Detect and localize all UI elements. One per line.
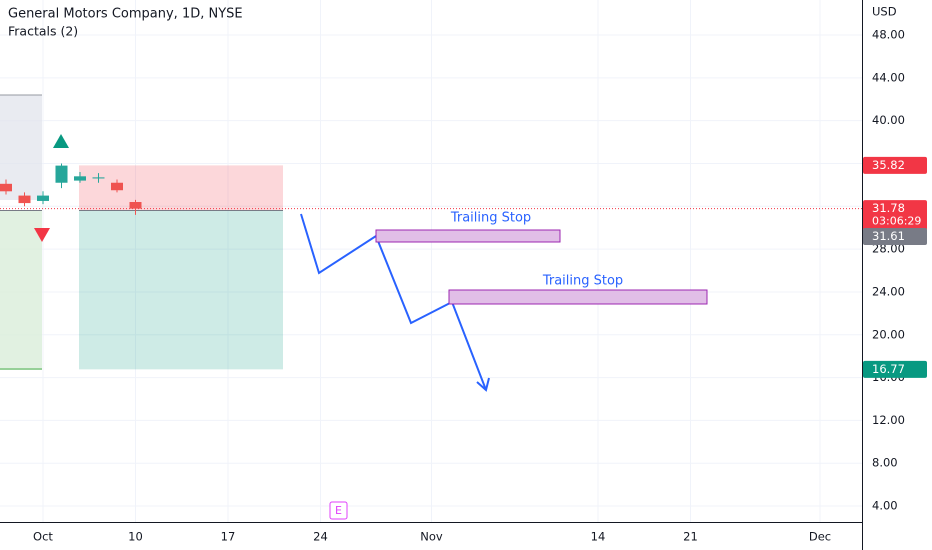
fractal-up <box>53 134 69 148</box>
position-tool <box>0 165 862 370</box>
annotation: Trailing Stop <box>542 274 623 289</box>
position-box-profit <box>0 210 42 370</box>
x-tick-label: 14 <box>591 530 606 544</box>
chart-title: General Motors Company, 1D, NYSE <box>8 7 243 22</box>
y-tick-label: 48.00 <box>872 28 905 42</box>
time-axis-bg <box>0 523 932 550</box>
x-tick-label: Nov <box>420 530 443 544</box>
price-label-bg <box>863 156 927 174</box>
event-marker[interactable]: E <box>335 504 342 517</box>
price-label: 16.77 <box>872 362 905 376</box>
position-box-neutral <box>0 95 42 200</box>
x-tick-label: 21 <box>683 530 698 544</box>
price-label: 31.61 <box>872 229 905 243</box>
fractal-down <box>34 228 50 242</box>
y-tick-label: 4.00 <box>872 499 898 513</box>
candle-body <box>111 182 123 191</box>
candle-body <box>129 202 142 209</box>
candles <box>0 163 142 215</box>
candle-body <box>55 165 68 183</box>
y-tick-label: 24.00 <box>872 284 905 298</box>
price-axis-bg <box>863 0 932 550</box>
x-tick-label: Dec <box>809 530 831 544</box>
trailing-stop-box <box>448 289 708 305</box>
position-stop-zone <box>79 165 283 211</box>
projection-path <box>300 213 487 391</box>
arrow-head <box>476 377 490 392</box>
y-tick-label: 8.00 <box>872 456 898 470</box>
axis-labels: 4.008.0012.0016.0020.0024.0028.0032.0036… <box>33 28 927 544</box>
y-tick-label: 40.00 <box>872 113 905 127</box>
price-label: 31.78 <box>872 201 905 215</box>
price-label-bg <box>863 200 927 231</box>
y-axis-label: USD <box>872 5 897 19</box>
candle-body <box>0 183 12 192</box>
trailing-stop-box <box>375 229 561 243</box>
candle-body <box>92 177 105 179</box>
y-tick-label: 12.00 <box>872 413 905 427</box>
event-badge[interactable] <box>329 501 348 520</box>
x-tick-label: 24 <box>313 530 328 544</box>
x-tick-label: 10 <box>128 530 143 544</box>
candle-body <box>74 176 86 181</box>
background <box>0 0 862 522</box>
countdown: 03:06:29 <box>872 215 921 228</box>
y-tick-label: 28.00 <box>872 242 905 256</box>
y-tick-label: 20.00 <box>872 327 905 341</box>
y-tick-label: 44.00 <box>872 70 905 84</box>
x-tick-label: Oct <box>33 530 53 544</box>
candle-body <box>37 195 49 201</box>
x-tick-label: 17 <box>221 530 236 544</box>
price-label-bg <box>863 360 927 378</box>
price-label: 35.82 <box>872 158 905 172</box>
price-label-bg <box>863 227 927 245</box>
position-target-zone <box>79 210 283 370</box>
annotation: Trailing Stop <box>450 211 531 226</box>
candle-body <box>18 195 31 204</box>
indicator-name: Fractals (2) <box>8 24 78 39</box>
